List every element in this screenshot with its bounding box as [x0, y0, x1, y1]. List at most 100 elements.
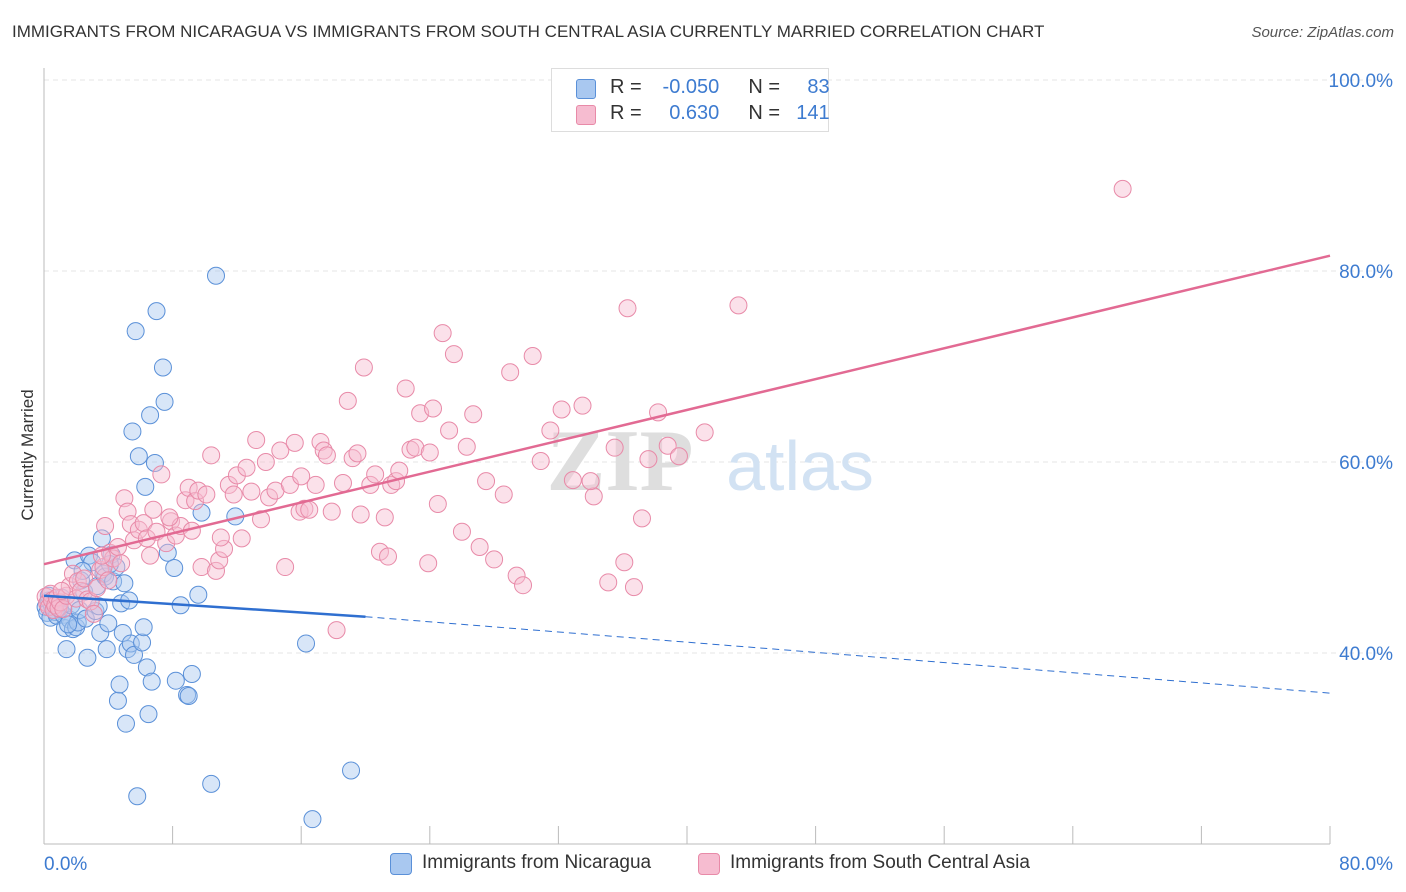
point-nicaragua: [115, 574, 134, 593]
point-south-central-asia: [470, 537, 489, 556]
point-nicaragua: [342, 761, 361, 780]
point-south-central-asia: [322, 502, 341, 521]
point-south-central-asia: [317, 446, 336, 465]
bottom-legend-label-south-central-asia: Immigrants from South Central Asia: [730, 852, 1030, 873]
chart-title: IMMIGRANTS FROM NICARAGUA VS IMMIGRANTS …: [12, 22, 1045, 41]
trend-line-nicaragua-extension: [365, 616, 1331, 694]
point-nicaragua: [129, 447, 148, 466]
point-nicaragua: [303, 810, 322, 829]
point-nicaragua: [207, 266, 226, 285]
point-south-central-asia: [292, 467, 311, 486]
point-south-central-asia: [379, 547, 398, 566]
point-nicaragua: [192, 503, 211, 522]
series-nicaragua: [36, 266, 361, 829]
point-south-central-asia: [406, 438, 425, 457]
point-nicaragua: [123, 422, 142, 441]
point-south-central-asia: [144, 500, 163, 519]
point-nicaragua: [108, 691, 127, 710]
point-south-central-asia: [541, 421, 560, 440]
legend-box: R = -0.050 N = 83 R = 0.630 N = 141: [551, 68, 830, 132]
point-south-central-asia: [260, 488, 279, 507]
legend-r-value-south-central-asia: 0.630: [669, 102, 720, 124]
point-nicaragua: [128, 787, 147, 806]
point-south-central-asia: [354, 358, 373, 377]
legend-n-value-nicaragua: 83: [807, 76, 830, 98]
point-south-central-asia: [420, 443, 439, 462]
point-south-central-asia: [464, 405, 483, 424]
point-nicaragua: [178, 686, 197, 705]
point-south-central-asia: [75, 569, 94, 588]
point-south-central-asia: [639, 450, 658, 469]
point-south-central-asia: [658, 436, 677, 455]
point-nicaragua: [202, 774, 221, 793]
point-south-central-asia: [232, 529, 251, 548]
point-nicaragua: [59, 615, 78, 634]
point-south-central-asia: [632, 509, 651, 528]
point-south-central-asia: [237, 458, 256, 477]
point-south-central-asia: [351, 505, 370, 524]
point-south-central-asia: [615, 553, 634, 572]
point-south-central-asia: [215, 539, 234, 558]
x-tick-label-max: 80.0%: [1339, 854, 1393, 875]
source-label: Source: ZipAtlas.com: [1251, 24, 1394, 41]
point-south-central-asia: [96, 516, 115, 535]
point-nicaragua: [137, 658, 156, 677]
point-south-central-asia: [338, 391, 357, 410]
point-south-central-asia: [160, 508, 179, 527]
point-south-central-asia: [581, 472, 600, 491]
trend-line-nicaragua: [43, 594, 366, 618]
point-south-central-asia: [210, 551, 229, 570]
point-south-central-asia: [433, 324, 452, 343]
point-nicaragua: [153, 358, 172, 377]
legend-text-nicaragua: R = -0.050 N = 83: [610, 76, 830, 99]
point-south-central-asia: [419, 554, 438, 573]
point-south-central-asia: [99, 571, 118, 590]
point-south-central-asia: [112, 554, 131, 573]
point-south-central-asia: [440, 421, 459, 440]
y-tick-label: 60.0%: [1339, 453, 1393, 474]
bottom-legend-swatch-south-central-asia: [698, 853, 720, 875]
point-south-central-asia: [618, 299, 637, 318]
point-south-central-asia: [695, 423, 714, 442]
point-nicaragua: [110, 675, 129, 694]
point-nicaragua: [116, 714, 135, 733]
point-south-central-asia: [256, 453, 275, 471]
point-nicaragua: [133, 633, 152, 652]
point-south-central-asia: [457, 437, 476, 456]
point-south-central-asia: [375, 508, 394, 527]
point-south-central-asia: [197, 485, 216, 504]
point-nicaragua: [134, 618, 153, 637]
point-south-central-asia: [514, 576, 533, 595]
legend-swatch-south-central-asia: [576, 105, 596, 125]
point-nicaragua: [99, 614, 118, 633]
point-south-central-asia: [343, 449, 362, 468]
point-south-central-asia: [523, 346, 542, 365]
point-south-central-asia: [285, 433, 304, 452]
point-south-central-asia: [224, 485, 243, 504]
point-nicaragua: [136, 477, 155, 496]
point-south-central-asia: [624, 578, 643, 597]
y-tick-label: 40.0%: [1339, 644, 1393, 665]
point-south-central-asia: [501, 363, 520, 382]
point-south-central-asia: [348, 444, 367, 463]
point-south-central-asia: [152, 465, 171, 484]
point-south-central-asia: [327, 621, 346, 640]
point-south-central-asia: [531, 452, 550, 471]
legend-r-value-nicaragua: -0.050: [662, 76, 720, 98]
point-south-central-asia: [141, 546, 160, 565]
point-south-central-asia: [271, 441, 290, 460]
bottom-legend-label-nicaragua: Immigrants from Nicaragua: [422, 852, 652, 873]
trend-line-south-central-asia: [43, 254, 1331, 566]
watermark: ZIP atlas: [547, 413, 874, 510]
point-south-central-asia: [247, 431, 266, 450]
point-nicaragua: [166, 671, 185, 690]
point-nicaragua: [147, 302, 166, 321]
point-south-central-asia: [428, 495, 447, 514]
legend-n-label: N =: [748, 76, 781, 98]
point-south-central-asia: [669, 447, 688, 466]
y-tick-label: 80.0%: [1339, 262, 1393, 283]
point-south-central-asia: [1113, 179, 1132, 198]
point-south-central-asia: [84, 604, 103, 623]
trend-lines: [43, 254, 1331, 694]
